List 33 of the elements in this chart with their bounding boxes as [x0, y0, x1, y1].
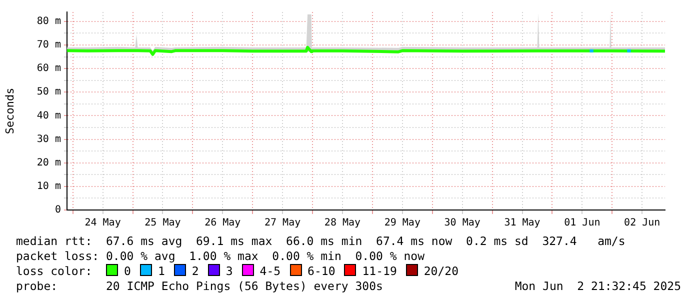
- x-tick-label: 25 May: [144, 218, 181, 229]
- y-tick-label: 10 m: [36, 181, 61, 192]
- y-tick-label: 0: [54, 204, 61, 216]
- legend-title: loss color:: [16, 264, 94, 278]
- text: Mon Jun 2 21:32:45 2025: [514, 279, 681, 294]
- y-tick-label: 60 m: [36, 63, 61, 74]
- legend-label: 2: [192, 264, 199, 278]
- x-tick-label: 28 May: [324, 218, 361, 229]
- x-tick-label: 30 May: [444, 218, 480, 229]
- legend-label: 6-10: [308, 264, 336, 278]
- y-tick-label: 20 m: [36, 157, 61, 168]
- y-tick-label: 30 m: [36, 134, 61, 145]
- y-tick-label: 50 m: [36, 86, 61, 98]
- legend-label: 11-19: [362, 264, 397, 278]
- legend-label: 1: [158, 264, 165, 278]
- legend-label: 4-5: [260, 264, 281, 278]
- x-tick-label: 31 May: [504, 218, 540, 229]
- x-tick-label: 26 May: [204, 218, 241, 229]
- y-axis-title: Seconds: [3, 88, 16, 134]
- legend-label: 20/20: [424, 264, 458, 278]
- legend-label: 3: [226, 264, 233, 278]
- x-tick-label: 01 Jun: [564, 218, 600, 229]
- legend-label: 0: [124, 264, 131, 278]
- x-tick-label: 27 May: [264, 218, 301, 229]
- text: median rtt: 67.6 ms avg 69.1 ms max 66.0 ms min 67.4 ms now 0.2 ms sd 327.4 am/s: [16, 234, 626, 248]
- y-tick-label: 80 m: [36, 16, 61, 28]
- text: probe: 20 ICMP Echo Pings (56 Bytes) every 300s: [16, 279, 383, 293]
- x-tick-label: 24 May: [84, 218, 121, 229]
- y-tick-label: 70 m: [36, 40, 61, 51]
- text: packet loss: 0.00 % avg 1.00 % max 0.00 % min 0.00 % now: [16, 249, 424, 263]
- x-tick-label: 02 Jun: [624, 218, 660, 229]
- x-tick-label: 29 May: [384, 218, 420, 229]
- y-tick-label: 40 m: [36, 110, 61, 122]
